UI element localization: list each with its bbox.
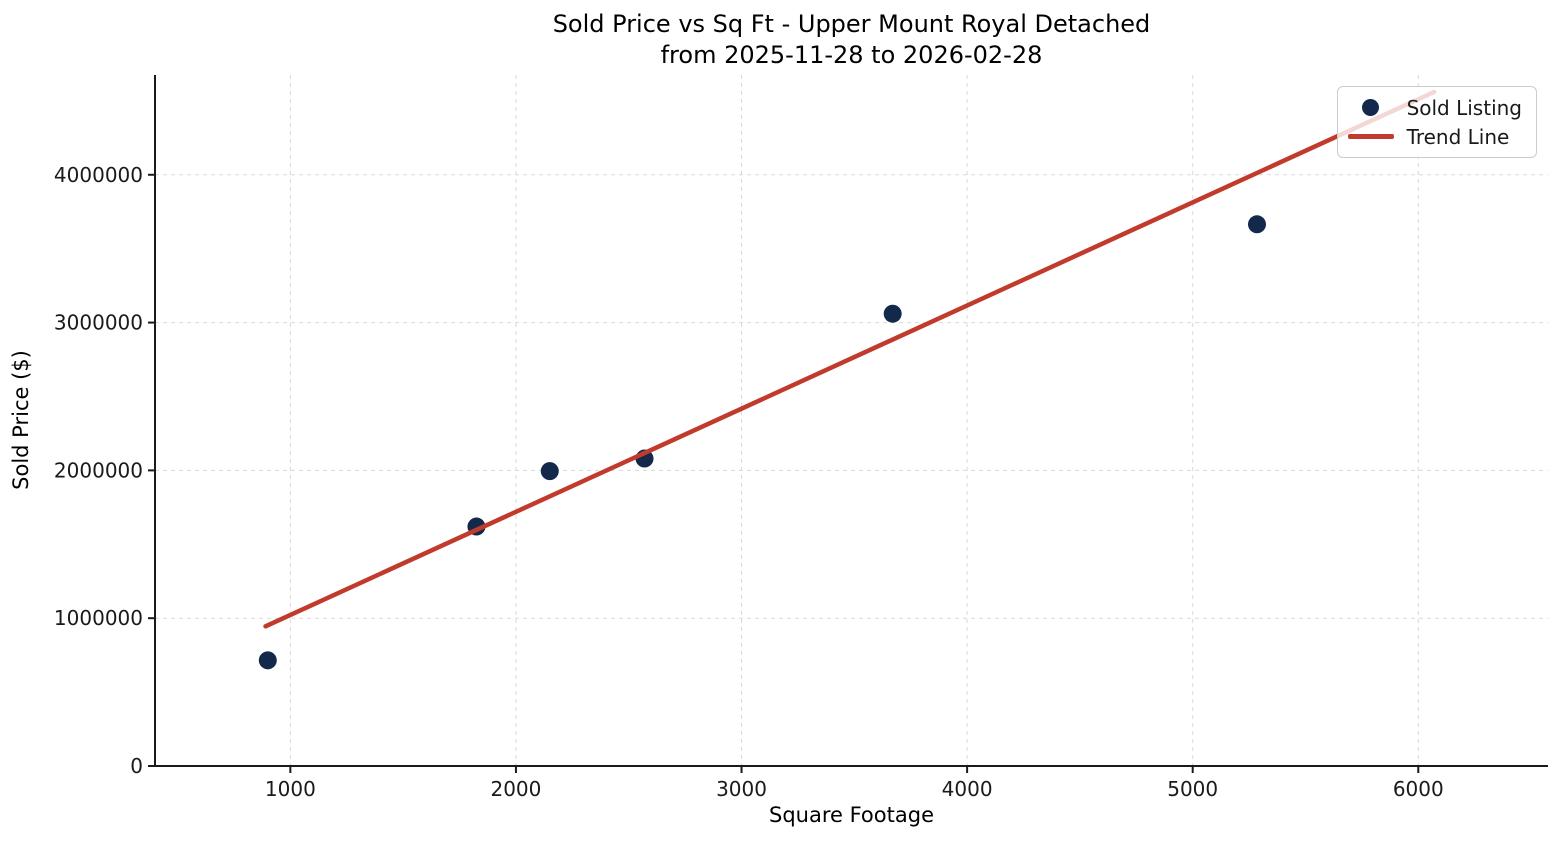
trend-line: [263, 89, 1437, 629]
axis-ticks: 1000 2000 3000 4000 5000 6000 0 1000000 2000000 3…: [54, 163, 1444, 801]
trend-line-swatch-icon: [1347, 134, 1394, 139]
legend-label-sold-listing: Sold Listing: [1406, 95, 1522, 120]
chart-title: Sold Price vs Sq Ft - Upper Mount Royal …: [155, 9, 1548, 70]
x-axis-label: Square Footage: [769, 803, 934, 827]
axis-spines: [154, 75, 1548, 767]
scatter-point: [258, 651, 277, 670]
legend-item-trend-line: Trend Line: [1345, 123, 1522, 150]
gridlines: [155, 75, 1548, 767]
legend-marker-cell: [1345, 134, 1397, 139]
x-tick-label: 4000: [942, 777, 993, 801]
scatter-point: [540, 462, 559, 481]
scatter-point: [1247, 215, 1266, 234]
y-tick-label: 2000000: [54, 458, 143, 482]
legend-marker-cell: [1345, 99, 1397, 116]
scatter-series: [258, 215, 1266, 670]
legend: Sold Listing Trend Line: [1336, 86, 1537, 158]
scatter-point: [883, 304, 902, 323]
chart-title-line2: from 2025-11-28 to 2026-02-28: [660, 40, 1043, 69]
y-tick-label: 3000000: [54, 311, 143, 335]
sold-listing-dot-icon: [1362, 99, 1380, 116]
legend-label-trend-line: Trend Line: [1406, 124, 1510, 149]
x-tick-label: 5000: [1167, 777, 1218, 801]
x-tick-label: 1000: [265, 777, 316, 801]
y-tick-label: 1000000: [54, 606, 143, 630]
x-tick-label: 2000: [490, 777, 541, 801]
y-axis-label: Sold Price ($): [9, 350, 33, 490]
y-tick-label: 4000000: [54, 163, 143, 187]
legend-item-sold-listing: Sold Listing: [1345, 94, 1522, 121]
chart-title-line1: Sold Price vs Sq Ft - Upper Mount Royal …: [552, 10, 1151, 38]
x-tick-label: 6000: [1393, 777, 1444, 801]
x-tick-label: 3000: [716, 777, 767, 801]
y-tick-label: 0: [130, 754, 143, 778]
